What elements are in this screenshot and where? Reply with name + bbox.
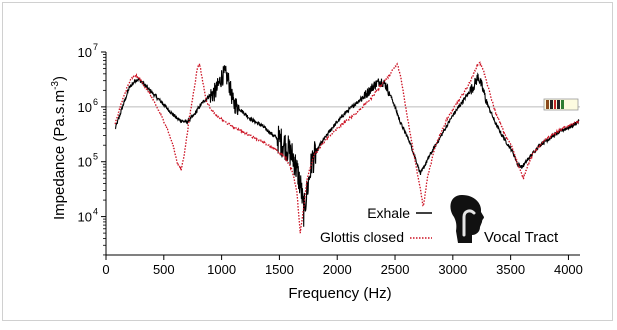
y-tick-exponent-1e6: 6	[93, 97, 98, 107]
x-tick-label-1500: 1500	[265, 262, 294, 277]
figure-frame	[2, 2, 613, 321]
series-line-exhale	[114, 65, 580, 227]
y-tick-label-1e4: 10	[78, 210, 92, 225]
y-tick-exponent-1e4: 4	[93, 207, 98, 217]
vocal-tract-annotation: Vocal Tract	[484, 229, 559, 246]
x-tick-label-1000: 1000	[207, 262, 236, 277]
series-line-glottis-closed	[114, 61, 580, 234]
y-tick-label-1e5: 10	[78, 155, 92, 170]
tube-icon	[543, 98, 579, 111]
legend: Exhale Glottis closed	[320, 205, 432, 245]
x-tick-label-500: 500	[153, 262, 175, 277]
y-tick-label-1e7: 10	[78, 45, 92, 60]
legend-label-glottis-closed: Glottis closed	[320, 229, 404, 245]
y-tick-exponent-1e7: 7	[93, 42, 98, 52]
y-tick-exponent-1e5: 5	[93, 152, 98, 162]
x-axis-label: Frequency (Hz)	[288, 285, 391, 302]
x-tick-label-2500: 2500	[381, 262, 410, 277]
x-tick-label-0: 0	[102, 262, 109, 277]
legend-label-exhale: Exhale	[367, 205, 410, 221]
x-tick-label-2000: 2000	[323, 262, 352, 277]
y-axis-label-sup: -3	[50, 81, 61, 90]
y-axis-label-end: )	[51, 76, 68, 81]
y-axis-label-main: Impedance (Pa.s.m	[51, 90, 68, 220]
y-axis-label: Impedance (Pa.s.m-3)	[50, 76, 68, 220]
x-tick-label-4000: 4000	[554, 262, 583, 277]
y-tick-label-1e6: 10	[78, 100, 92, 115]
x-tick-label-3000: 3000	[438, 262, 467, 277]
x-tick-label-3500: 3500	[496, 262, 525, 277]
vocal-tract-head-icon	[450, 195, 484, 243]
